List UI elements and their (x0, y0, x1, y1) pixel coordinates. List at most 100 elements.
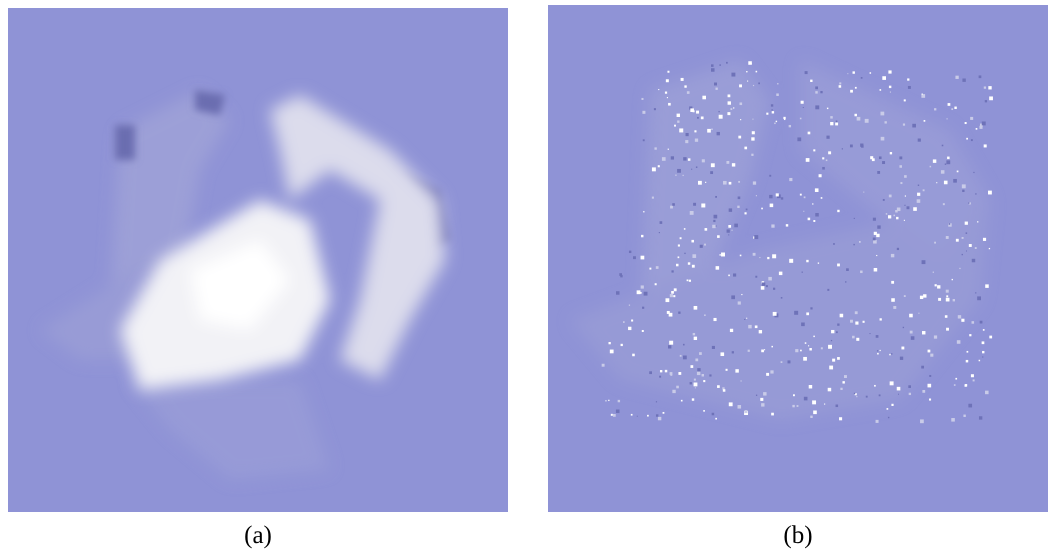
speckle (727, 229, 730, 232)
speckle (623, 321, 625, 323)
speckle (704, 314, 706, 316)
speckle (946, 160, 950, 164)
speckle (779, 272, 782, 275)
speckle (907, 78, 909, 80)
speckle (771, 224, 774, 227)
speckle (772, 254, 776, 258)
speckle (703, 410, 705, 412)
speckle (893, 215, 895, 217)
speckle (719, 115, 723, 119)
speckle (933, 159, 936, 162)
speckle (748, 61, 752, 65)
speckle (803, 357, 807, 361)
speckle (913, 207, 917, 211)
speckle (909, 314, 913, 318)
speckle (690, 365, 693, 368)
speckle (874, 385, 876, 387)
speckle (948, 103, 951, 106)
speckle (854, 393, 855, 394)
speckle (715, 88, 717, 90)
speckle (801, 101, 804, 104)
speckle (793, 394, 795, 396)
speckle (752, 131, 755, 134)
speckle (761, 403, 764, 406)
speckle (641, 285, 644, 288)
speckle (876, 420, 879, 423)
speckle (959, 268, 960, 269)
speckle (904, 99, 906, 101)
speckle (822, 167, 825, 170)
speckle (897, 248, 899, 250)
speckle (836, 331, 838, 333)
speckle (912, 124, 916, 128)
speckle (686, 133, 689, 136)
speckle (756, 195, 757, 196)
speckle (928, 384, 932, 388)
speckle (711, 163, 715, 167)
speckle (711, 68, 715, 72)
speckle (856, 338, 859, 341)
speckle (726, 161, 729, 164)
speckle (918, 313, 919, 314)
speckle (809, 348, 811, 350)
speckle (738, 405, 742, 409)
speckle (988, 86, 991, 89)
speckle (877, 350, 878, 351)
speckle (946, 295, 948, 297)
speckle (681, 400, 683, 402)
speckle (985, 284, 989, 288)
speckle (989, 336, 992, 339)
speckle (920, 296, 923, 299)
speckle (924, 120, 926, 122)
speckle (751, 154, 753, 156)
speckle (826, 136, 829, 139)
speckle (697, 117, 699, 119)
speckle (618, 400, 620, 402)
speckle (694, 379, 696, 381)
speckle (899, 165, 902, 168)
speckle (720, 352, 724, 356)
speckle (934, 335, 937, 338)
speckle (866, 396, 868, 398)
speckle (800, 350, 802, 352)
speckle (659, 232, 660, 233)
speckle (879, 156, 882, 159)
speckle (732, 163, 735, 166)
speckle (870, 72, 872, 74)
speckle (984, 144, 987, 147)
speckle (898, 394, 899, 395)
speckle (656, 414, 658, 416)
speckle (678, 372, 681, 375)
speckle (888, 417, 889, 418)
speckle (631, 320, 633, 322)
speckle (687, 279, 689, 281)
speckle (730, 108, 732, 110)
speckle (928, 350, 931, 353)
speckle (689, 280, 691, 282)
speckle (642, 307, 644, 309)
speckle (855, 311, 858, 314)
speckle (683, 356, 687, 360)
speckle (740, 255, 742, 257)
speckle (891, 353, 892, 354)
speckle (707, 129, 711, 133)
speckle (968, 202, 969, 203)
speckle (982, 121, 986, 125)
speckle (734, 224, 738, 228)
speckle (956, 239, 959, 242)
speckle (766, 113, 768, 115)
speckle (692, 398, 694, 400)
speckle (815, 91, 817, 93)
speckle (983, 329, 985, 331)
speckle (717, 235, 720, 238)
speckle (855, 87, 857, 89)
speckle (804, 397, 808, 401)
speckle (966, 250, 967, 251)
speckle (831, 340, 832, 341)
speckle (813, 336, 814, 337)
speckle (677, 114, 680, 117)
speckle (631, 414, 633, 416)
speckle (766, 285, 768, 287)
speckle (769, 195, 772, 198)
speckle (873, 238, 876, 241)
